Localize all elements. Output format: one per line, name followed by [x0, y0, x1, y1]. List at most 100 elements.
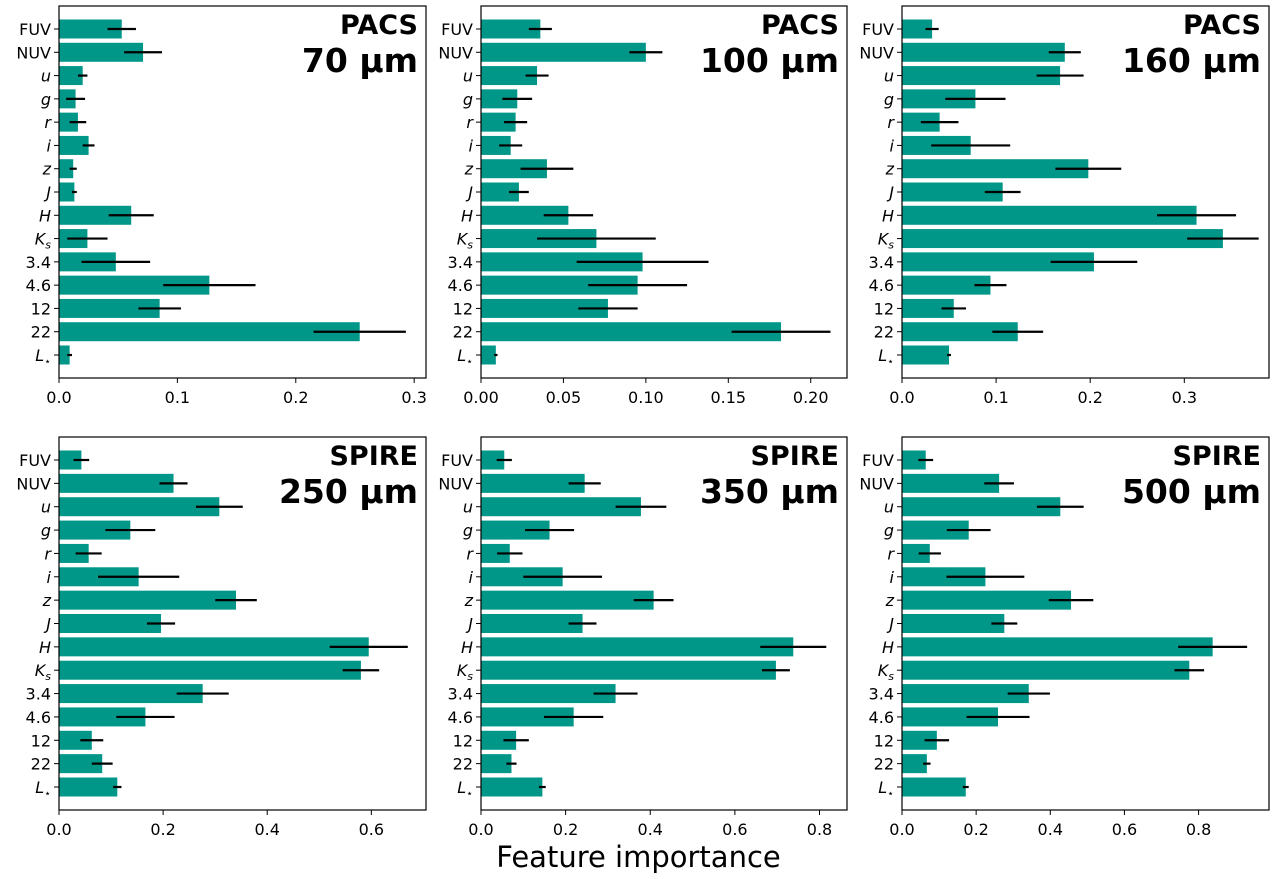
bar [59, 450, 82, 470]
y-tick-label: 12 [453, 299, 473, 318]
bar [902, 182, 1003, 202]
y-tick-label: 22 [31, 323, 51, 342]
y-tick-label: 22 [453, 755, 473, 774]
bar [902, 205, 1197, 225]
y-tick-label: J [465, 615, 473, 634]
x-tick-label: 0.2 [553, 820, 578, 839]
bar [902, 520, 969, 540]
bar [902, 684, 1029, 704]
y-tick-label: r [466, 544, 474, 563]
y-tick-label: L⋆ [35, 346, 51, 368]
y-tick-label: J [43, 615, 51, 634]
bar [59, 135, 89, 155]
panel-title-instrument: PACS [761, 10, 839, 41]
bar [481, 497, 641, 517]
x-tick-label: 0.20 [793, 388, 829, 407]
bar [902, 567, 986, 587]
bar [902, 275, 991, 295]
x-tick-label: 0.2 [963, 820, 988, 839]
panel-title-wavelength: 350 µm [700, 472, 839, 511]
bar [902, 89, 976, 109]
x-tick-label: 0.4 [1038, 820, 1063, 839]
y-tick-label: z [464, 160, 474, 179]
y-tick-label: u [884, 67, 894, 86]
bar [481, 660, 776, 680]
y-tick-label: NUV [859, 43, 894, 62]
bar [59, 275, 210, 295]
y-tick-label: FUV [19, 20, 51, 39]
x-tick-label: 0.8 [1186, 820, 1211, 839]
y-tick-label: 22 [31, 755, 51, 774]
y-tick-label: L⋆ [878, 346, 894, 368]
bar [481, 684, 616, 704]
y-tick-label: H [461, 206, 473, 225]
y-tick-label: FUV [441, 451, 473, 470]
y-tick-label: u [884, 498, 894, 517]
y-tick-label: 3.4 [26, 253, 51, 272]
x-tick-label: 0.6 [1112, 820, 1137, 839]
bar [902, 42, 1065, 62]
y-tick-label: H [39, 206, 51, 225]
bar [59, 660, 361, 680]
x-tick-label: 0.4 [638, 820, 663, 839]
bar [59, 182, 75, 202]
y-tick-label: J [886, 183, 894, 202]
bar [481, 637, 794, 657]
bar [481, 520, 550, 540]
y-tick-label: 12 [874, 299, 894, 318]
x-tick-label: 0.3 [1172, 388, 1197, 407]
bar [902, 229, 1223, 249]
bar [902, 637, 1213, 657]
y-tick-label: NUV [438, 474, 473, 493]
panel-title-wavelength: 100 µm [700, 41, 839, 80]
y-tick-label: Ks [457, 230, 474, 252]
y-tick-label: J [886, 615, 894, 634]
y-tick-label: L⋆ [457, 778, 473, 800]
y-tick-label: 22 [874, 755, 894, 774]
bar [481, 89, 518, 109]
y-tick-label: z [42, 591, 52, 610]
bar [902, 66, 1061, 86]
y-tick-label: r [887, 113, 895, 132]
bar [481, 754, 512, 774]
panel-title-wavelength: 500 µm [1122, 472, 1261, 511]
y-tick-label: g [463, 521, 473, 540]
y-tick-label: NUV [16, 43, 51, 62]
y-tick-label: FUV [862, 20, 894, 39]
y-tick-label: Ks [878, 661, 895, 683]
bar [59, 614, 162, 633]
bar [481, 322, 782, 342]
x-tick-label: 0.6 [722, 820, 747, 839]
bar [902, 450, 926, 470]
y-tick-label: i [47, 568, 52, 587]
bar [59, 543, 89, 563]
panel-title-wavelength: 160 µm [1122, 41, 1261, 80]
bar [481, 159, 547, 179]
y-tick-label: i [469, 136, 474, 155]
y-tick-label: i [890, 136, 895, 155]
x-tick-label: 0.2 [1077, 388, 1102, 407]
y-tick-label: L⋆ [878, 778, 894, 800]
y-tick-label: 4.6 [869, 276, 894, 295]
x-tick-label: 0.10 [628, 388, 664, 407]
y-tick-label: J [465, 183, 473, 202]
x-axis-label: Feature importance [496, 840, 781, 874]
bar [59, 520, 131, 540]
y-tick-label: z [42, 160, 52, 179]
bar [59, 730, 92, 750]
y-tick-label: Ks [457, 661, 474, 683]
bar [59, 322, 360, 342]
y-tick-label: Ks [878, 230, 895, 252]
axes-frame [901, 436, 1270, 811]
y-tick-label: 4.6 [448, 708, 473, 727]
bar [59, 707, 146, 727]
bar [902, 252, 1094, 272]
x-tick-label: 0.0 [46, 820, 71, 839]
x-tick-label: 0.4 [255, 820, 280, 839]
y-tick-label: 3.4 [869, 685, 894, 704]
x-tick-label: 0.0 [889, 388, 914, 407]
bar [902, 322, 1018, 342]
y-tick-label: g [463, 90, 473, 109]
